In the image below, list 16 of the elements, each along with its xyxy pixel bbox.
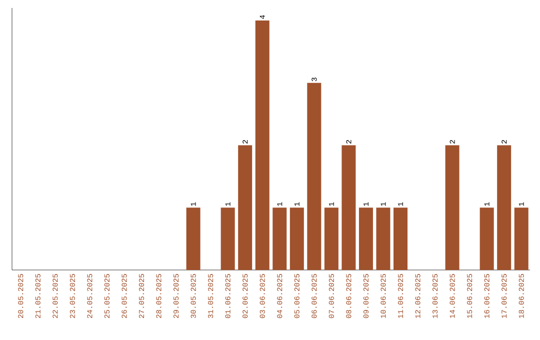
bar — [480, 208, 494, 270]
bar — [376, 208, 390, 270]
bar — [220, 208, 235, 270]
bar — [514, 208, 528, 270]
bar — [186, 208, 200, 270]
bar — [394, 208, 408, 270]
bar — [290, 208, 304, 270]
bar — [445, 145, 460, 270]
bar — [497, 145, 512, 270]
bar — [272, 208, 287, 270]
bar — [238, 145, 252, 270]
bar — [358, 208, 373, 270]
bar — [324, 208, 338, 270]
bar — [342, 145, 356, 270]
bar — [307, 82, 322, 270]
bar — [255, 20, 270, 270]
